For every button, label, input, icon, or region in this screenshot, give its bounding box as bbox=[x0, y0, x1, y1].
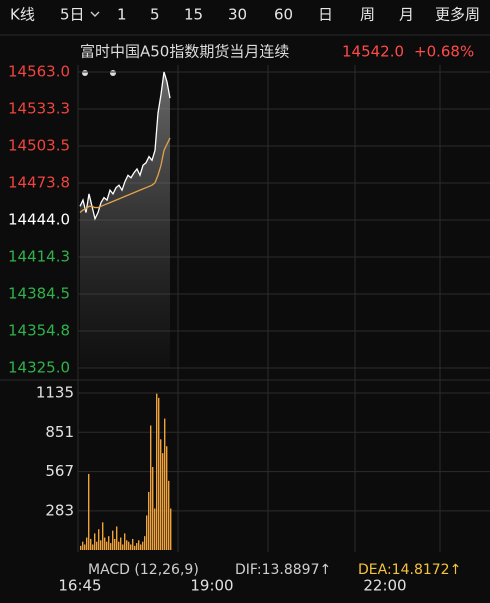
volume-bar bbox=[156, 393, 158, 550]
y-tick-label: 14473.8 bbox=[8, 173, 70, 191]
volume-bar bbox=[136, 543, 138, 550]
volume-bar bbox=[146, 515, 148, 550]
volume-bar bbox=[144, 536, 146, 550]
volume-bar bbox=[166, 446, 168, 550]
volume-bar bbox=[122, 544, 124, 550]
instrument-title: 富时中国A50指数期货当月连续 bbox=[80, 43, 289, 61]
volume-bar bbox=[90, 538, 92, 550]
volume-bar bbox=[102, 522, 104, 550]
y-tick-label: 14503.5 bbox=[8, 137, 70, 155]
price-area bbox=[80, 72, 170, 368]
volume-bar bbox=[88, 473, 90, 550]
average-line bbox=[79, 137, 171, 214]
volume-bar bbox=[116, 526, 118, 550]
volume-bar bbox=[112, 530, 114, 550]
volume-bar bbox=[80, 545, 82, 550]
volume-bar bbox=[126, 540, 128, 550]
volume-bar bbox=[160, 439, 162, 550]
volume-bar bbox=[154, 508, 156, 550]
volume-bar bbox=[158, 397, 160, 550]
volume-bar bbox=[106, 541, 108, 550]
timeframe-tab[interactable]: 月 bbox=[399, 6, 414, 24]
volume-bar bbox=[162, 453, 164, 550]
price-line bbox=[79, 71, 171, 221]
y-tick-label: 14563.0 bbox=[8, 63, 70, 81]
y-tick-label: 283 bbox=[45, 501, 74, 519]
timeframe-tab[interactable]: 60 bbox=[274, 6, 293, 24]
volume-bar bbox=[164, 418, 166, 550]
volume-bar bbox=[120, 537, 122, 550]
volume-bar bbox=[128, 541, 130, 550]
timeframe-tab[interactable]: 15 bbox=[184, 6, 203, 24]
y-tick-label: 14444.0 bbox=[8, 211, 70, 229]
y-tick-label: 1135 bbox=[36, 384, 74, 402]
volume-bar bbox=[100, 540, 102, 550]
volume-bar bbox=[148, 491, 150, 550]
y-tick-label: 14354.8 bbox=[8, 321, 70, 339]
macd-name: MACD (12,26,9) bbox=[88, 562, 199, 578]
volume-bar bbox=[170, 508, 172, 550]
volume-bar bbox=[138, 540, 140, 550]
y-tick-label: 14325.0 bbox=[8, 359, 70, 377]
y-tick-label: 14533.3 bbox=[8, 99, 70, 117]
volume-bar bbox=[86, 537, 88, 550]
timeframe-tab[interactable]: 日 bbox=[318, 6, 333, 24]
timeframe-tab[interactable]: 更多周 bbox=[435, 6, 480, 24]
price-change: +0.68% bbox=[414, 43, 474, 61]
volume-bar bbox=[142, 541, 144, 550]
y-tick-label: 567 bbox=[45, 462, 74, 480]
y-tick-label: 14414.3 bbox=[8, 247, 70, 265]
volume-bar bbox=[104, 537, 106, 550]
volume-bar bbox=[98, 529, 100, 550]
volume-bar bbox=[124, 533, 126, 550]
macd-dif: DIF:13.8897↑ bbox=[235, 562, 331, 578]
volume-bar bbox=[150, 425, 152, 550]
timeframe-tab[interactable]: 30 bbox=[228, 6, 247, 24]
volume-bar bbox=[140, 544, 142, 550]
volume-bar bbox=[92, 544, 94, 550]
timeframe-tab[interactable]: 5日 bbox=[60, 6, 85, 24]
volume-bar bbox=[132, 538, 134, 550]
volume-bar bbox=[96, 541, 98, 550]
volume-bar bbox=[94, 533, 96, 550]
volume-bar bbox=[84, 544, 86, 550]
last-price: 14542.0 bbox=[342, 43, 404, 61]
volume-bar bbox=[108, 536, 110, 550]
timeframe-tab[interactable]: 1 bbox=[117, 6, 127, 24]
volume-bar bbox=[168, 480, 170, 550]
x-tick-label: 22:00 bbox=[363, 577, 406, 595]
volume-bar bbox=[134, 545, 136, 550]
dropdown-icon[interactable] bbox=[90, 11, 100, 17]
volume-bar bbox=[130, 544, 132, 550]
volume-bar bbox=[114, 538, 116, 550]
timeframe-tab[interactable]: K线 bbox=[10, 6, 35, 24]
x-tick-label: 19:00 bbox=[190, 577, 233, 595]
volume-bar bbox=[152, 467, 154, 550]
timeframe-tab[interactable]: 5 bbox=[150, 6, 160, 24]
timeframe-tab[interactable]: 周 bbox=[360, 6, 375, 24]
volume-bar bbox=[118, 541, 120, 550]
y-tick-label: 851 bbox=[45, 423, 74, 441]
y-tick-label: 14384.5 bbox=[8, 285, 70, 303]
macd-dea: DEA:14.8172↑ bbox=[358, 562, 461, 578]
x-tick-label: 16:45 bbox=[58, 577, 101, 595]
volume-bar bbox=[110, 543, 112, 550]
volume-bar bbox=[82, 541, 84, 550]
